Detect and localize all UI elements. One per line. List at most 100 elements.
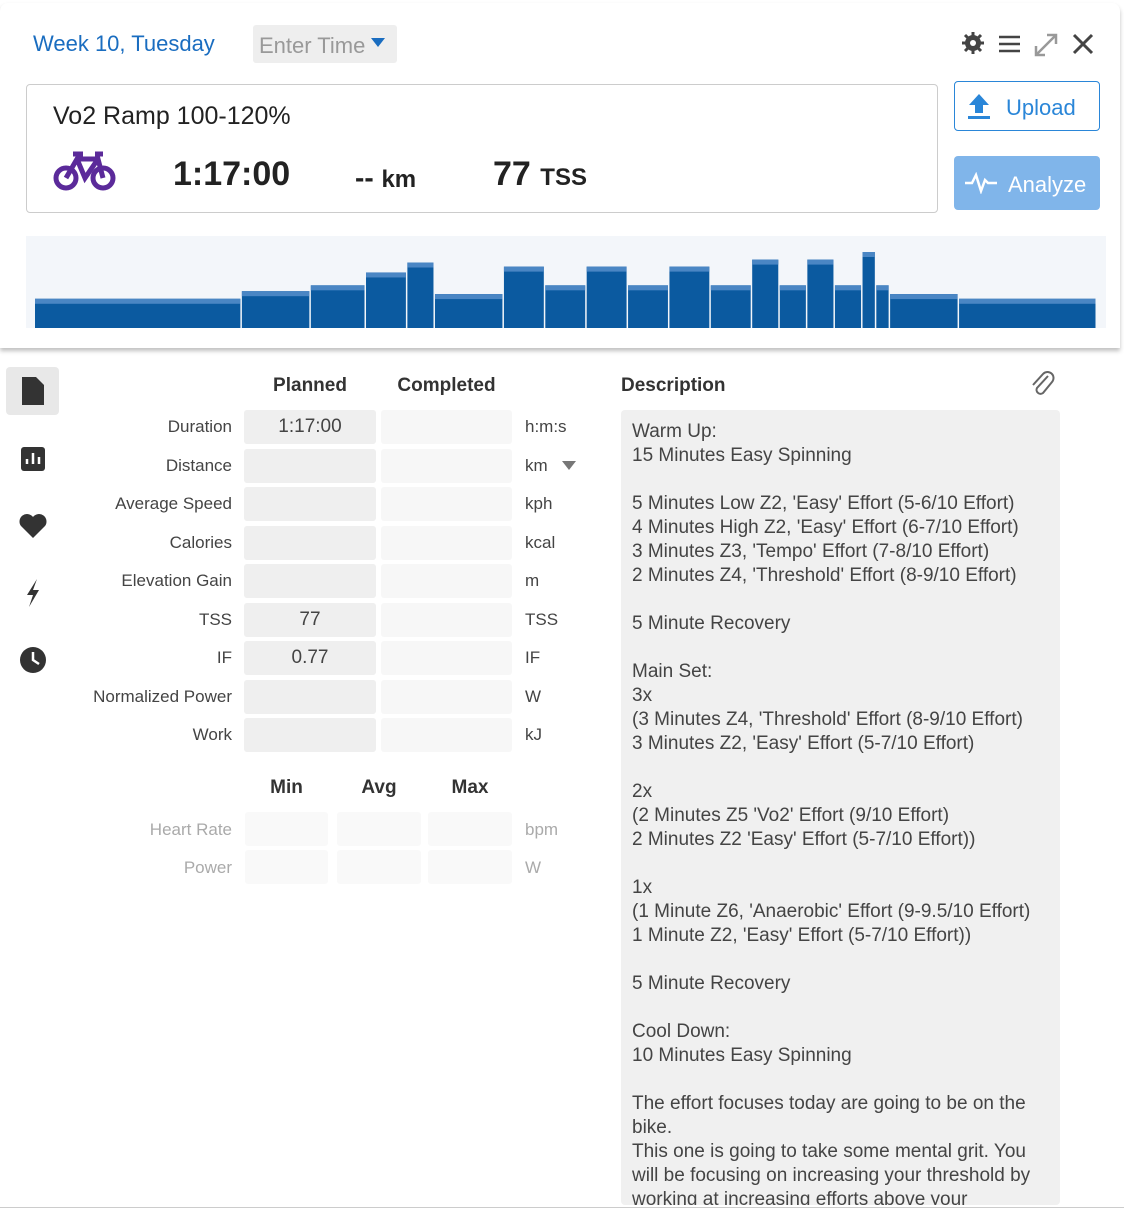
completed-field[interactable] [381, 410, 512, 444]
planned-field[interactable]: 1:17:00 [244, 410, 376, 444]
description-paragraph: 5 Minutes Low Z2, 'Easy' Effort (5-6/10 … [632, 492, 1050, 588]
description-line: 3 Minutes Z2, 'Easy' Effort (5-7/10 Effo… [632, 733, 975, 754]
metric-label: TSS [198, 609, 232, 629]
profile-bar [545, 285, 586, 328]
stats-icon[interactable] [21, 447, 45, 471]
upload-button[interactable]: Upload [954, 81, 1100, 131]
profile-bar-top [876, 285, 889, 291]
column-header: Avg [361, 777, 397, 798]
profile-bar [752, 259, 779, 328]
week-day-title[interactable]: Week 10, Tuesday [33, 31, 215, 56]
duration: 1:17:00 [173, 155, 291, 193]
unit: TSS [525, 609, 559, 629]
profile-bar [241, 291, 310, 328]
bottom-border [0, 1207, 1124, 1208]
unit-dropdown[interactable] [562, 460, 576, 471]
upload-icon [968, 94, 990, 119]
profile-bar-top [366, 272, 406, 278]
metric-label: Distance [165, 455, 232, 475]
completed-field[interactable] [381, 564, 512, 598]
profile-bar [710, 285, 751, 328]
completed-field[interactable] [381, 525, 512, 560]
metric-label: Power [183, 858, 232, 877]
heart-icon[interactable] [19, 514, 47, 538]
metric-label: Calories [169, 532, 232, 552]
profile-bar [876, 285, 889, 328]
caret [562, 460, 576, 470]
completed-field[interactable] [381, 448, 512, 483]
profile-bar [586, 266, 627, 328]
metric-label: Heart Rate [149, 820, 232, 839]
description-box: Warm Up: 15 Minutes Easy Spinning 5 Minute… [621, 410, 1060, 1205]
profile-bar-top [779, 285, 806, 291]
description-line: 3 Minutes Z3, 'Tempo' Effort (7-8/10 Eff… [632, 541, 990, 562]
range-field [337, 812, 421, 846]
range-field [428, 812, 512, 846]
file-icon[interactable] [22, 377, 44, 405]
profile-bar-top [752, 259, 779, 265]
unit: W [525, 686, 542, 706]
analyze-icon [965, 172, 997, 194]
column-header: Completed [397, 375, 496, 396]
profile-bar-top [434, 294, 503, 300]
planned-value: 1:17:00 [278, 416, 342, 437]
planned-field[interactable] [244, 525, 376, 560]
description-line: 15 Minutes Easy Spinning [632, 445, 852, 466]
analyze-button[interactable]: Analyze [954, 156, 1100, 210]
description-line: 5 Minute Recovery [632, 613, 791, 634]
description-line: 4 Minutes High Z2, 'Easy' Effort (6-7/10… [632, 517, 1019, 538]
profile-bar-top [834, 285, 862, 291]
unit: bpm [525, 820, 559, 839]
description-line: 5 Minute Recovery [632, 973, 791, 994]
description-paragraph: Warm Up: 15 Minutes Easy Spinning [632, 420, 1050, 468]
profile-bar-top [241, 291, 310, 297]
sidebar [19, 377, 47, 673]
profile-bar-top [628, 285, 668, 291]
planned-field[interactable]: 77 [244, 602, 376, 637]
analyze-label: Analyze [1008, 172, 1087, 197]
settings-icon[interactable] [962, 32, 984, 54]
profile-bar-top [862, 252, 875, 257]
description-line: 1 Minute Z2, 'Easy' Effort (5-7/10 Effor… [632, 925, 972, 946]
profile-bar [807, 259, 834, 328]
profile-bar-top [407, 262, 434, 268]
profile-bar [434, 294, 503, 328]
completed-field[interactable] [381, 679, 512, 714]
attach-icon[interactable] [1028, 368, 1056, 398]
unit: kcal [525, 532, 556, 552]
summary-card: Vo2 Ramp 100-120% 1:17:00 -- km 77 TSS [26, 84, 938, 213]
planned-field[interactable]: 0.77 [244, 641, 376, 675]
workout-name: Vo2 Ramp 100-120% [53, 102, 291, 130]
menu-icon[interactable] [999, 35, 1020, 53]
planned-field[interactable] [244, 718, 376, 752]
planned-field[interactable] [244, 564, 376, 598]
description-line: The effort focuses today are going to be… [632, 1093, 1026, 1138]
profile-bar [503, 266, 544, 328]
profile-bar [834, 285, 862, 328]
tss: 77 [493, 155, 531, 193]
description-paragraph: 2x (2 Minutes Z5 'Vo2' Effort (9/10 Effor… [632, 780, 1050, 852]
completed-field[interactable] [381, 718, 512, 752]
description-line: (1 Minute Z6, 'Anaerobic' Effort (9-9.5/… [632, 901, 1031, 922]
unit: m [525, 571, 540, 590]
range-field [245, 850, 328, 884]
power-icon[interactable] [27, 579, 39, 607]
expand-icon[interactable] [1034, 33, 1058, 57]
planned-field[interactable] [244, 679, 376, 714]
time-input[interactable]: Enter Time [253, 25, 397, 63]
profile-bar-top [586, 266, 627, 272]
description-line: 2 Minutes Z4, 'Threshold' Effort (8-9/10… [632, 565, 1017, 586]
close-icon[interactable] [1072, 33, 1094, 55]
completed-field[interactable] [381, 602, 512, 637]
completed-field[interactable] [381, 641, 512, 675]
planned-field[interactable] [244, 487, 376, 521]
unit: W [525, 858, 542, 877]
clock-icon[interactable] [20, 647, 46, 673]
column-header: Min [270, 777, 303, 798]
profile-bar [407, 262, 434, 328]
profile-bar-top [310, 285, 365, 291]
profile-bar-top [959, 298, 1096, 304]
completed-field[interactable] [381, 487, 512, 521]
planned-field[interactable] [244, 448, 376, 483]
